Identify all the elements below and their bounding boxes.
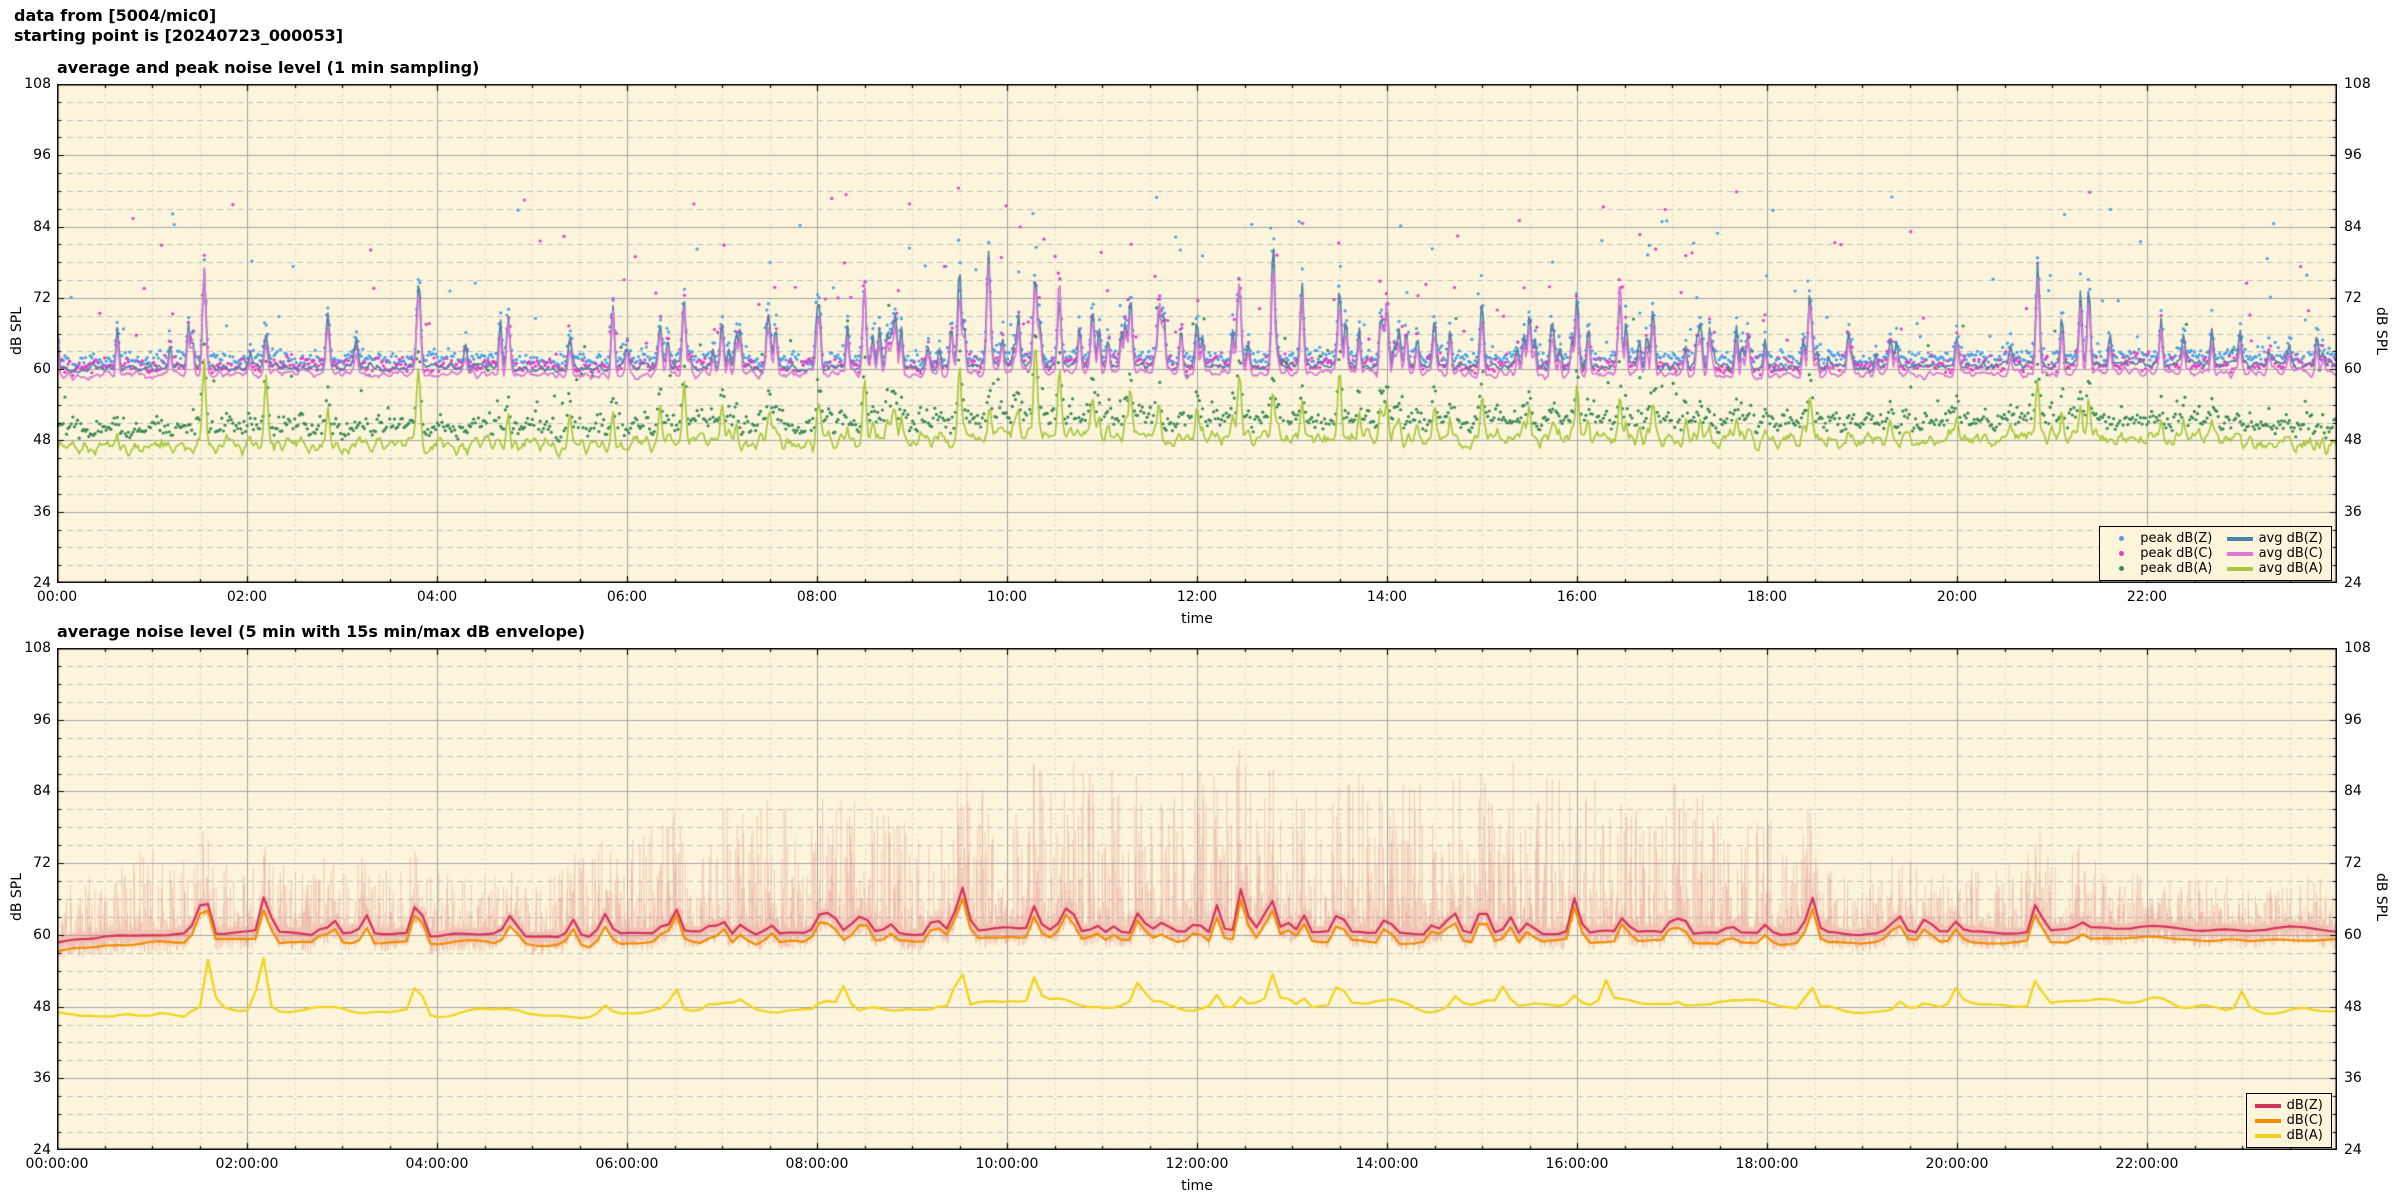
x-tick-label: 12:00:00 [1165, 1156, 1229, 1172]
x-tick-label: 22:00:00 [2115, 1156, 2179, 1172]
x-tick-label: 12:00 [1176, 589, 1218, 605]
y-tick-label-right: 24 [2344, 575, 2362, 591]
x-tick-label: 06:00 [606, 589, 648, 605]
y-tick-label-right: 108 [2344, 76, 2371, 92]
legend-label: avg dB(Z) [2258, 531, 2323, 546]
y-tick-label-left: 48 [33, 432, 51, 449]
y-tick-label-right: 60 [2344, 926, 2362, 943]
x-tick-label: 20:00:00 [1925, 1156, 1989, 1172]
y-tick-label-right: 36 [2344, 1070, 2362, 1087]
noise-plot-top [57, 84, 2337, 583]
x-tick-label: 04:00 [416, 589, 458, 605]
x-tick-label: 00:00:00 [25, 1156, 89, 1172]
legend-label: peak dB(Z) [2140, 531, 2213, 546]
legend-line-marker [2254, 1118, 2281, 1123]
y-tick-label-left: 84 [33, 783, 51, 800]
y-tick-label-right: 72 [2344, 855, 2362, 872]
legend-entry: avg dB(Z) [2226, 531, 2323, 546]
chart-title-bottom: average noise level (5 min with 15s min/… [57, 622, 586, 641]
y-tick-label-right: 48 [2344, 432, 2362, 449]
y-tick-label-left: 108 [24, 640, 51, 656]
x-tick-label: 04:00:00 [405, 1156, 469, 1172]
legend-entry: dB(C) [2254, 1113, 2323, 1128]
header-line-1: data from [5004/mic0] [14, 6, 217, 25]
chart-title-top: average and peak noise level (1 min samp… [57, 58, 480, 77]
y-tick-label-right: 108 [2344, 640, 2371, 656]
legend-entry: avg dB(C) [2226, 546, 2323, 561]
legend-line-marker [2226, 551, 2253, 556]
legend-dot-marker [2108, 566, 2134, 571]
header-line-2: starting point is [20240723_000053] [14, 26, 344, 45]
y-tick-label-right: 36 [2344, 503, 2362, 520]
y-tick-label-left: 36 [33, 503, 51, 520]
x-tick-label: 02:00 [226, 589, 268, 605]
legend-entry: avg dB(A) [2226, 561, 2323, 576]
x-tick-label: 06:00:00 [595, 1156, 659, 1172]
x-tick-label: 08:00:00 [785, 1156, 849, 1172]
x-tick-label: 02:00:00 [215, 1156, 279, 1172]
legend-label: peak dB(A) [2140, 561, 2213, 576]
y-tick-label-left: 108 [24, 76, 51, 92]
x-tick-label: 00:00 [36, 589, 78, 605]
y-tick-label-left: 72 [33, 855, 51, 872]
y-tick-label-right: 84 [2344, 218, 2362, 235]
x-tick-label: 10:00:00 [975, 1156, 1039, 1172]
y-axis-label-left-bottom: dB SPL [9, 872, 25, 922]
legend-entry: peak dB(C) [2108, 546, 2213, 561]
legend-bottom: dB(Z) dB(C) dB(A) [2245, 1093, 2332, 1148]
legend-line-marker [2254, 1103, 2281, 1108]
y-axis-label-left-top: dB SPL [9, 306, 25, 356]
y-tick-label-left: 24 [33, 575, 51, 591]
x-tick-label: 14:00:00 [1355, 1156, 1419, 1172]
x-tick-label: 18:00 [1746, 589, 1788, 605]
y-tick-label-left: 96 [33, 711, 51, 728]
y-axis-label-right-top: dB SPL [2373, 306, 2389, 356]
y-tick-label-left: 84 [33, 218, 51, 235]
y-tick-label-left: 72 [33, 289, 51, 306]
y-tick-label-right: 48 [2344, 998, 2362, 1015]
x-tick-label: 14:00 [1366, 589, 1408, 605]
legend-label: dB(C) [2286, 1113, 2323, 1128]
legend-entry: peak dB(A) [2108, 561, 2212, 576]
y-tick-label-right: 84 [2344, 783, 2362, 800]
y-tick-label-left: 60 [33, 926, 51, 943]
noise-plot-bottom [57, 648, 2337, 1150]
y-tick-label-right: 72 [2344, 289, 2362, 306]
y-tick-label-right: 24 [2344, 1142, 2362, 1158]
y-tick-label-right: 60 [2344, 361, 2362, 378]
x-tick-label: 08:00 [796, 589, 838, 605]
y-tick-label-left: 36 [33, 1070, 51, 1087]
legend-dot-marker [2108, 551, 2134, 556]
y-tick-label-left: 48 [33, 998, 51, 1015]
legend-entry: dB(A) [2254, 1128, 2323, 1143]
x-tick-label: 18:00:00 [1735, 1156, 1799, 1172]
y-tick-label-left: 96 [33, 147, 51, 164]
y-axis-label-right-bottom: dB SPL [2373, 872, 2389, 922]
legend-line-marker [2226, 566, 2253, 571]
x-tick-label: 10:00 [986, 589, 1028, 605]
legend-label: dB(Z) [2286, 1098, 2323, 1113]
y-tick-label-right: 96 [2344, 711, 2362, 728]
y-tick-label-left: 60 [33, 361, 51, 378]
y-tick-label-left: 24 [33, 1142, 51, 1158]
y-tick-label-right: 96 [2344, 147, 2362, 164]
x-tick-label: 16:00:00 [1545, 1156, 1609, 1172]
x-tick-label: 22:00 [2126, 589, 2168, 605]
x-axis-label-bottom: time [1181, 1178, 1213, 1194]
legend-label: avg dB(C) [2258, 546, 2323, 561]
legend-label: dB(A) [2286, 1128, 2323, 1143]
legend-line-marker [2226, 536, 2253, 541]
legend-line-marker [2254, 1133, 2281, 1138]
x-tick-label: 20:00 [1936, 589, 1978, 605]
legend-entry: peak dB(Z) [2108, 531, 2212, 546]
x-tick-label: 16:00 [1556, 589, 1598, 605]
x-axis-label-top: time [1181, 611, 1213, 627]
legend-entry: dB(Z) [2254, 1098, 2323, 1113]
legend-label: avg dB(A) [2258, 561, 2323, 576]
legend-top: peak dB(Z) peak dB(C) peak dB(A) avg dB(Z) a… [2099, 526, 2332, 581]
legend-dot-marker [2108, 536, 2134, 541]
legend-label: peak dB(C) [2140, 546, 2213, 561]
